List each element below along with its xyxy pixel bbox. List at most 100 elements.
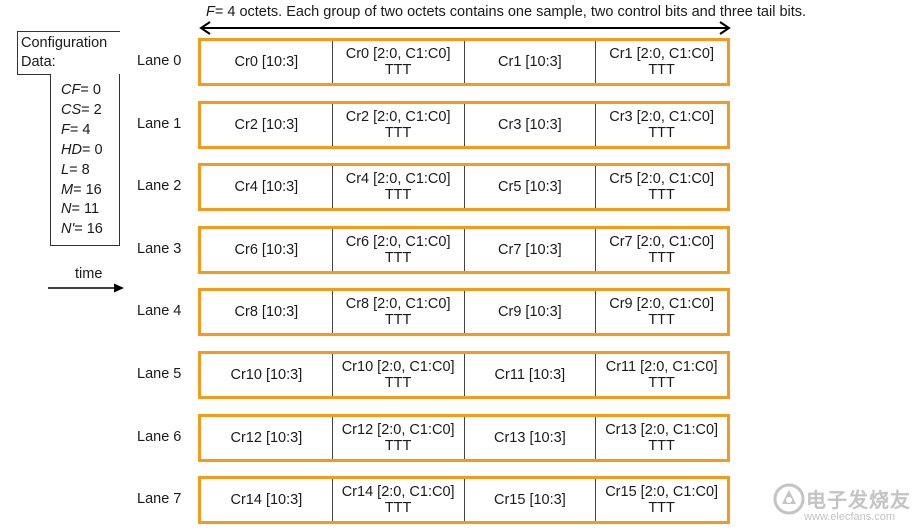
octet-cell: Cr12 [10:3]: [201, 417, 333, 459]
octet-cell: Cr2 [2:0, C1:C0] TTT: [333, 104, 465, 146]
octet-cell-text: Cr10 [10:3]: [230, 367, 303, 383]
config-param-value: = 2: [81, 101, 102, 118]
tail-bits-text: TTT: [648, 438, 675, 454]
octet-cell: Cr11 [10:3]: [465, 354, 597, 396]
tail-bits-text: TTT: [384, 125, 412, 141]
config-params-box: [50, 74, 120, 246]
lane-row: Cr14 [10:3] Cr14 [2:0, C1:C0] TTT Cr15 [10:…: [198, 476, 730, 524]
octet-cell-text: Cr11 [2:0, C1:C0]: [605, 359, 718, 375]
octet-cell: Cr9 [10:3]: [465, 291, 597, 333]
octet-cell: Cr12 [2:0, C1:C0] TTT: [333, 417, 465, 459]
frame-width-double-arrow-icon: [199, 21, 731, 35]
config-param-key: M: [61, 181, 74, 198]
config-param: M= 16: [61, 181, 103, 201]
lane-label: Lane 3: [137, 241, 182, 257]
octet-cell-text: Cr3 [2:0, C1:C0]: [609, 109, 714, 125]
octet-cell-text: Cr0 [10:3]: [234, 54, 299, 70]
config-param-value: = 16: [73, 181, 102, 198]
octet-cell-text: Cr9 [10:3]: [498, 304, 562, 320]
config-param-key: CF: [61, 82, 81, 98]
config-param-value: = 8: [69, 161, 90, 178]
lane-label: Lane 6: [137, 429, 182, 445]
lane-row: Cr6 [10:3] Cr6 [2:0, C1:C0] TTT Cr7 [10:3] C…: [198, 226, 730, 274]
lane-row: Cr8 [10:3] Cr8 [2:0, C1:C0] TTT Cr9 [10:3] C…: [198, 288, 730, 336]
lane-row: Cr2 [10:3] Cr2 [2:0, C1:C0] TTT Cr3 [10:3] C…: [198, 101, 730, 149]
config-param-key: L: [61, 161, 70, 178]
octet-cell: Cr9 [2:0, C1:C0] TTT: [596, 291, 727, 333]
octet-cell: Cr8 [2:0, C1:C0] TTT: [333, 291, 465, 333]
watermark-url: www.elecfans.com: [804, 511, 896, 523]
config-param: L= 8: [61, 161, 103, 181]
config-param-key: HD: [61, 141, 82, 158]
octet-cell-text: Cr1 [10:3]: [498, 54, 562, 70]
octet-cell-text: Cr14 [10:3]: [230, 492, 303, 508]
config-param: CF= 0: [61, 81, 103, 101]
octet-cell: Cr14 [10:3]: [201, 479, 333, 521]
tail-bits-text: TTT: [384, 438, 412, 454]
octet-cell-text: Cr15 [2:0, C1:C0]: [605, 484, 719, 500]
config-param: CS= 2: [61, 101, 103, 121]
octet-cell-text: Cr10 [2:0, C1:C0]: [341, 359, 455, 375]
tail-bits-text: TTT: [384, 187, 412, 203]
octet-cell: Cr4 [2:0, C1:C0] TTT: [333, 166, 465, 208]
caption-text: = 4 octets. Each group of two octets con…: [214, 4, 807, 20]
octet-cell-text: Cr7 [10:3]: [498, 242, 562, 258]
octet-cell-text: Cr12 [2:0, C1:C0]: [341, 422, 455, 438]
config-title: Configuration Data:: [21, 34, 107, 72]
octet-cell: Cr15 [2:0, C1:C0] TTT: [596, 479, 727, 521]
octet-cell: Cr1 [10:3]: [465, 41, 597, 83]
tail-bits-text: TTT: [384, 312, 412, 328]
config-param-key: N': [61, 221, 75, 238]
octet-cell-text: Cr13 [2:0, C1:C0]: [605, 422, 719, 438]
octet-cell: Cr14 [2:0, C1:C0] TTT: [333, 479, 465, 521]
octet-cell-text: Cr8 [2:0, C1:C0]: [345, 296, 451, 312]
octet-cell-text: Cr13 [10:3]: [494, 430, 566, 446]
lane-row: Cr12 [10:3] Cr12 [2:0, C1:C0] TTT Cr13 [10:…: [198, 414, 730, 462]
octet-cell: Cr0 [10:3]: [201, 41, 333, 83]
config-param-key: N: [61, 201, 72, 218]
octet-cell: Cr7 [2:0, C1:C0] TTT: [596, 229, 727, 271]
octet-cell-text: Cr1 [2:0, C1:C0]: [609, 46, 714, 62]
tail-bits-text: TTT: [648, 500, 675, 516]
octet-cell-text: Cr5 [10:3]: [498, 179, 562, 195]
lane-row: Cr0 [10:3] Cr0 [2:0, C1:C0] TTT Cr1 [10:3] C…: [198, 38, 730, 86]
tail-bits-text: TTT: [648, 62, 675, 78]
frame-size-caption: F= 4 octets. Each group of two octets co…: [206, 3, 916, 21]
octet-cell-text: Cr5 [2:0, C1:C0]: [609, 171, 714, 187]
config-param-key: CS: [61, 101, 82, 118]
lane-row: Cr4 [10:3] Cr4 [2:0, C1:C0] TTT Cr5 [10:3] C…: [198, 163, 730, 211]
tail-bits-text: TTT: [384, 375, 412, 391]
octet-cell-text: Cr2 [10:3]: [234, 117, 299, 133]
octet-cell-text: Cr15 [10:3]: [494, 492, 566, 508]
octet-cell-text: Cr6 [10:3]: [234, 242, 299, 258]
octet-cell: Cr7 [10:3]: [465, 229, 597, 271]
octet-cell: Cr2 [10:3]: [201, 104, 333, 146]
time-label: time: [75, 266, 103, 282]
config-param-value: = 0: [81, 141, 103, 158]
octet-cell: Cr11 [2:0, C1:C0] TTT: [596, 354, 727, 396]
octet-cell: Cr10 [2:0, C1:C0] TTT: [333, 354, 465, 396]
octet-cell-text: Cr2 [2:0, C1:C0]: [345, 109, 451, 125]
octet-cell-text: Cr6 [2:0, C1:C0]: [345, 234, 451, 250]
lane-label: Lane 1: [137, 116, 182, 132]
octet-cell-text: Cr4 [10:3]: [234, 179, 299, 195]
octet-cell-text: Cr11 [10:3]: [494, 367, 566, 383]
config-title-line2: Data:: [21, 54, 56, 70]
config-param-value: = 4: [69, 121, 91, 138]
octet-cell: Cr3 [2:0, C1:C0] TTT: [596, 104, 727, 146]
octet-cell-text: Cr0 [2:0, C1:C0]: [345, 46, 451, 62]
octet-cell: Cr8 [10:3]: [201, 291, 333, 333]
config-param-value: = 0: [80, 82, 101, 98]
tail-bits-text: TTT: [648, 250, 675, 266]
octet-cell-text: Cr4 [2:0, C1:C0]: [345, 171, 451, 187]
tail-bits-text: TTT: [648, 375, 675, 391]
octet-cell: Cr10 [10:3]: [201, 354, 333, 396]
octet-cell-text: Cr3 [10:3]: [498, 117, 562, 133]
tail-bits-text: TTT: [384, 500, 412, 516]
octet-cell: Cr13 [2:0, C1:C0] TTT: [596, 417, 727, 459]
lane-label: Lane 5: [137, 366, 182, 382]
octet-cell-text: Cr7 [2:0, C1:C0]: [609, 234, 714, 250]
config-param: N= 11: [61, 200, 103, 220]
lane-label: Lane 2: [137, 178, 182, 194]
tail-bits-text: TTT: [648, 312, 675, 328]
